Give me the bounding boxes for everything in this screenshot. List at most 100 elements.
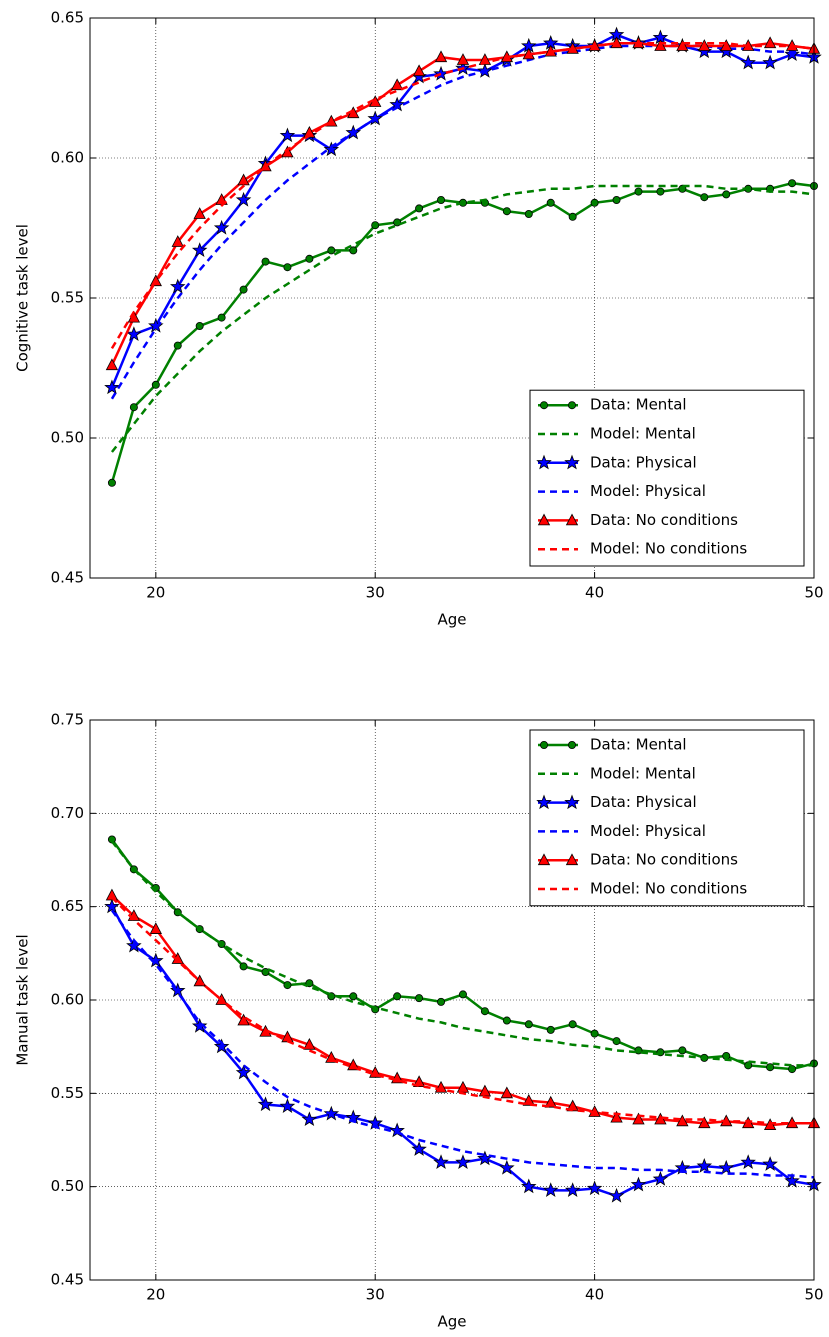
legend-label: Model: Physical	[590, 482, 706, 500]
x-axis-label: Age	[437, 611, 466, 629]
marker-triangle	[434, 50, 448, 63]
marker-circle	[415, 204, 424, 213]
marker-star	[521, 1178, 537, 1194]
marker-star	[740, 54, 756, 70]
y-tick-label: 0.60	[51, 149, 84, 167]
marker-star	[191, 242, 208, 257]
marker-circle	[590, 1029, 599, 1038]
y-tick-label: 0.75	[51, 711, 84, 729]
axes-frame	[89, 17, 815, 579]
marker-circle	[568, 401, 577, 410]
marker-star	[455, 1154, 471, 1169]
legend-label: Data: Physical	[590, 453, 697, 471]
y-tick-label: 0.50	[51, 429, 84, 447]
legend-label: Model: Physical	[590, 822, 706, 840]
y-axis-label: Cognitive task level	[14, 224, 32, 372]
y-tick-label: 0.55	[51, 1084, 84, 1102]
marker-circle	[656, 187, 665, 196]
marker-star	[170, 278, 186, 294]
legend-label: Model: Mental	[590, 764, 696, 782]
legend-label: Data: No conditions	[590, 851, 738, 869]
marker-circle	[437, 195, 446, 204]
marker-circle	[283, 981, 292, 990]
legend-label: Data: No conditions	[590, 511, 738, 529]
marker-star	[279, 1098, 296, 1113]
y-tick-label: 0.65	[51, 897, 84, 915]
marker-circle	[261, 257, 270, 266]
legend-label: Model: Mental	[590, 425, 696, 443]
marker-circle	[678, 1046, 687, 1055]
y-tick-label: 0.45	[51, 569, 84, 587]
marker-star	[104, 898, 120, 914]
marker-triangle	[303, 125, 316, 138]
marker-circle	[173, 341, 182, 350]
marker-circle	[480, 1007, 489, 1016]
marker-circle	[612, 1037, 621, 1046]
marker-circle	[700, 193, 709, 202]
marker-star	[718, 1159, 734, 1175]
marker-triangle	[105, 888, 119, 901]
x-axis-label: Age	[437, 1313, 466, 1331]
marker-circle	[327, 246, 336, 255]
marker-star	[564, 454, 580, 470]
legend-label: Model: No conditions	[590, 540, 747, 558]
marker-star	[301, 1111, 318, 1127]
y-tick-label: 0.45	[51, 1271, 84, 1289]
marker-circle	[349, 992, 358, 1001]
marker-star	[696, 1157, 713, 1173]
marker-circle	[129, 403, 138, 412]
axes-frame	[89, 719, 815, 1281]
marker-triangle	[698, 1116, 711, 1129]
marker-triangle	[720, 39, 733, 51]
marker-triangle	[537, 513, 551, 526]
marker-triangle	[565, 853, 579, 866]
marker-triangle	[537, 853, 551, 866]
series-line	[110, 41, 815, 350]
marker-triangle	[676, 1114, 689, 1127]
marker-circle	[540, 401, 549, 410]
marker-circle	[283, 263, 292, 272]
marker-star	[235, 191, 252, 207]
marker-triangle	[522, 1093, 535, 1106]
marker-triangle	[544, 1095, 557, 1108]
marker-star	[213, 219, 230, 235]
legend-label: Data: Mental	[590, 736, 687, 754]
marker-star	[104, 379, 120, 395]
marker-circle	[788, 1065, 797, 1074]
marker-star	[564, 1182, 581, 1197]
marker-triangle	[390, 78, 404, 91]
marker-triangle	[149, 922, 162, 934]
legend: Data: Mental Model: Mental Data: Physical M…	[529, 729, 805, 907]
x-tick-label: 20	[146, 1286, 165, 1304]
x-tick-label: 50	[804, 1286, 823, 1304]
legend-label: Data: Mental	[590, 396, 687, 414]
marker-star	[762, 1156, 778, 1171]
marker-triangle	[105, 358, 119, 371]
marker-triangle	[565, 513, 579, 526]
marker-circle	[415, 994, 424, 1003]
marker-circle	[502, 1016, 511, 1025]
marker-triangle	[281, 145, 294, 158]
marker-triangle	[193, 207, 206, 219]
marker-circle	[502, 207, 511, 216]
marker-triangle	[478, 53, 492, 65]
x-tick-label: 50	[804, 584, 823, 602]
marker-star	[630, 1176, 647, 1192]
marker-circle	[393, 218, 402, 227]
marker-circle	[239, 285, 248, 294]
y-axis-label: Manual task level	[14, 934, 32, 1065]
marker-circle	[634, 1046, 643, 1055]
y-tick-label: 0.60	[51, 991, 84, 1009]
marker-circle	[634, 187, 643, 196]
marker-star	[608, 1187, 625, 1203]
series-line	[110, 840, 814, 1067]
marker-star	[740, 1154, 756, 1169]
marker-star	[213, 1038, 230, 1054]
legend: Data: Mental Model: Mental Data: Physical M…	[529, 389, 805, 567]
marker-circle	[437, 997, 446, 1006]
marker-star	[542, 1182, 559, 1197]
marker-star	[784, 46, 800, 61]
marker-circle	[540, 741, 549, 750]
marker-star	[536, 454, 552, 470]
